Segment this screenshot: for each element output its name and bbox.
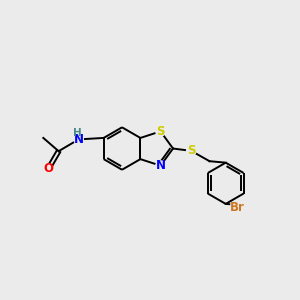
Text: S: S — [156, 125, 165, 138]
Circle shape — [156, 161, 165, 170]
Circle shape — [156, 127, 165, 136]
Text: S: S — [187, 144, 196, 158]
Text: N: N — [74, 133, 84, 146]
Circle shape — [74, 135, 83, 144]
Text: Br: Br — [230, 201, 245, 214]
Circle shape — [187, 146, 196, 156]
Text: O: O — [43, 162, 53, 175]
Text: H: H — [73, 128, 82, 138]
Text: N: N — [155, 159, 166, 172]
Circle shape — [44, 164, 53, 174]
